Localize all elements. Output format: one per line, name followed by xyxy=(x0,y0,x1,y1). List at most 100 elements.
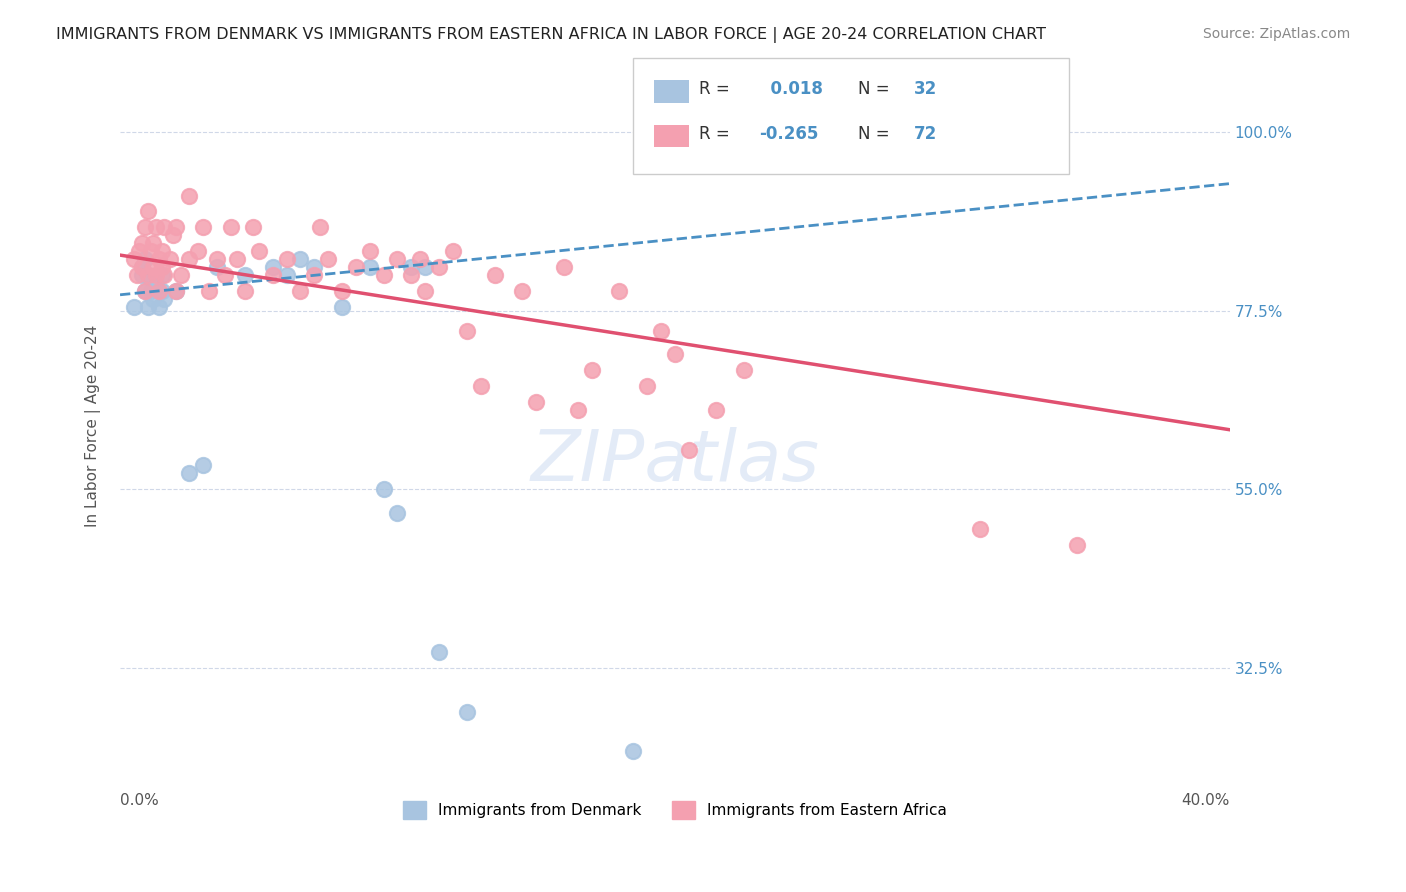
Point xyxy=(125,268,148,282)
Point xyxy=(427,645,450,659)
Point xyxy=(650,324,672,338)
Point xyxy=(225,252,247,266)
Point xyxy=(128,244,150,259)
Point xyxy=(136,300,159,314)
Point xyxy=(470,379,492,393)
Point xyxy=(159,252,181,266)
Text: IMMIGRANTS FROM DENMARK VS IMMIGRANTS FROM EASTERN AFRICA IN LABOR FORCE | AGE 2: IMMIGRANTS FROM DENMARK VS IMMIGRANTS FR… xyxy=(56,27,1046,43)
Point xyxy=(456,705,478,719)
Point xyxy=(198,284,221,298)
Point xyxy=(276,268,298,282)
Text: 72: 72 xyxy=(914,125,938,143)
Point xyxy=(678,442,700,457)
Point xyxy=(359,244,381,259)
Point xyxy=(134,220,156,235)
Point xyxy=(524,395,547,409)
Point xyxy=(148,300,170,314)
Point xyxy=(373,268,395,282)
Point xyxy=(401,268,423,282)
Point xyxy=(387,506,409,520)
Point xyxy=(136,204,159,219)
Point xyxy=(150,260,173,274)
Point xyxy=(219,220,242,235)
Point xyxy=(136,268,159,282)
Point xyxy=(170,268,193,282)
Point xyxy=(205,252,228,266)
Point xyxy=(330,284,353,298)
Point xyxy=(139,284,162,298)
Text: 0.018: 0.018 xyxy=(759,80,823,98)
Point xyxy=(142,292,165,306)
Point xyxy=(145,220,167,235)
Point xyxy=(401,260,423,274)
Point xyxy=(567,403,589,417)
Point xyxy=(145,276,167,290)
Point xyxy=(150,284,173,298)
Point xyxy=(165,284,187,298)
Text: 40.0%: 40.0% xyxy=(1181,793,1230,807)
Point xyxy=(276,252,298,266)
Point xyxy=(733,363,755,377)
Text: N =: N = xyxy=(858,125,889,143)
Point xyxy=(484,268,506,282)
Point xyxy=(131,260,153,274)
Text: 0.0%: 0.0% xyxy=(120,793,159,807)
Text: R =: R = xyxy=(699,80,730,98)
Point xyxy=(205,260,228,274)
Point xyxy=(621,744,644,758)
Point xyxy=(373,483,395,497)
Point xyxy=(427,260,450,274)
Point xyxy=(150,268,173,282)
Point xyxy=(145,268,167,282)
Point xyxy=(122,252,145,266)
Point xyxy=(456,324,478,338)
Point xyxy=(581,363,603,377)
Point xyxy=(179,467,201,481)
Point xyxy=(706,403,728,417)
Point xyxy=(134,284,156,298)
Point xyxy=(153,268,176,282)
Point xyxy=(179,252,201,266)
Text: ZIPatlas: ZIPatlas xyxy=(530,427,820,496)
Point xyxy=(134,252,156,266)
Point xyxy=(262,260,284,274)
Text: 32: 32 xyxy=(914,80,938,98)
Point xyxy=(187,244,209,259)
Point xyxy=(153,292,176,306)
Point xyxy=(664,347,686,361)
Point xyxy=(1066,538,1088,552)
Text: R =: R = xyxy=(699,125,730,143)
Point xyxy=(162,228,184,243)
Text: N =: N = xyxy=(858,80,889,98)
Point xyxy=(122,300,145,314)
Point xyxy=(441,244,464,259)
Point xyxy=(316,252,339,266)
Point xyxy=(413,260,436,274)
Point xyxy=(247,244,270,259)
Point xyxy=(131,260,153,274)
Point xyxy=(179,188,201,202)
Point xyxy=(609,284,631,298)
Point xyxy=(636,379,658,393)
Text: Source: ZipAtlas.com: Source: ZipAtlas.com xyxy=(1202,27,1350,41)
Point xyxy=(308,220,330,235)
Point xyxy=(304,268,326,282)
Point xyxy=(142,260,165,274)
Point xyxy=(153,220,176,235)
Point xyxy=(148,252,170,266)
Point xyxy=(150,244,173,259)
Point xyxy=(193,220,215,235)
Point xyxy=(969,522,991,536)
Point xyxy=(413,284,436,298)
Point xyxy=(344,260,367,274)
Point xyxy=(131,236,153,251)
Point xyxy=(142,236,165,251)
Point xyxy=(165,220,187,235)
Point xyxy=(214,268,236,282)
Point xyxy=(262,268,284,282)
Point xyxy=(553,260,575,274)
Legend: Immigrants from Denmark, Immigrants from Eastern Africa: Immigrants from Denmark, Immigrants from… xyxy=(396,795,953,825)
Point xyxy=(408,252,430,266)
Point xyxy=(165,284,187,298)
Point xyxy=(330,300,353,314)
